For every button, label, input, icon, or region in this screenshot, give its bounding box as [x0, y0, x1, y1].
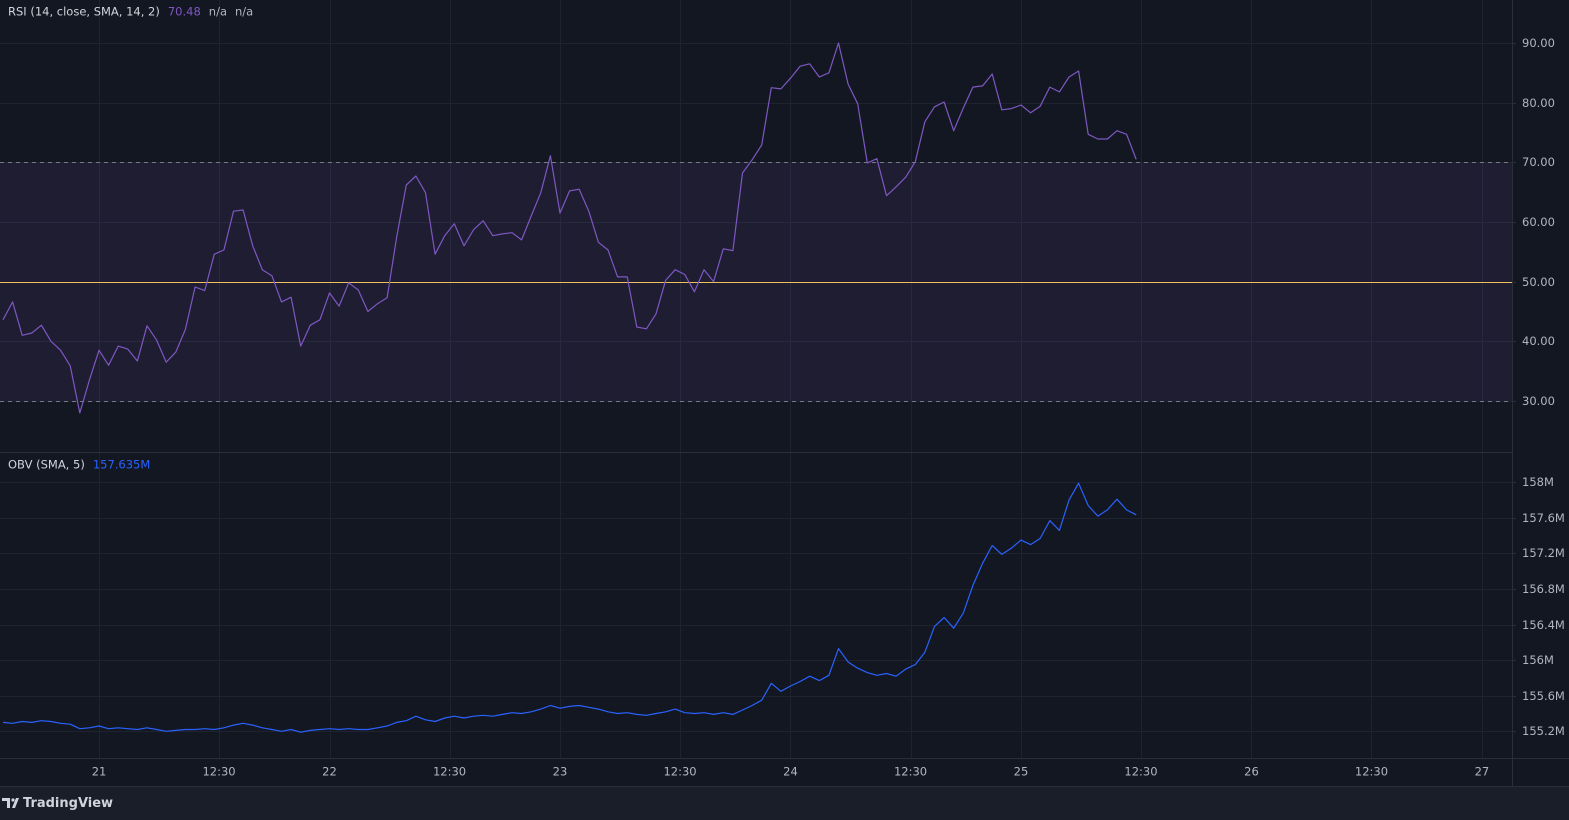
y-tick-label: 40.00 [1522, 334, 1555, 348]
x-tick-label: 22 [322, 765, 337, 779]
x-tick-label: 23 [553, 765, 568, 779]
x-tick-label: 12:30 [894, 765, 927, 779]
x-tick-label: 27 [1475, 765, 1490, 779]
x-tick-label: 12:30 [433, 765, 466, 779]
x-tick-label: 21 [92, 765, 107, 779]
x-tick-label: 12:30 [1124, 765, 1157, 779]
y-tick-label: 156M [1522, 653, 1554, 667]
y-tick-label: 80.00 [1522, 96, 1555, 110]
y-tick-label: 30.00 [1522, 394, 1555, 408]
y-tick-label: 157.2M [1522, 546, 1565, 560]
indicator-value: n/a [209, 5, 227, 19]
logo: TradingView [2, 796, 113, 811]
x-tick-label: 12:30 [1355, 765, 1388, 779]
logo-dot [11, 798, 15, 802]
logo-icon [2, 798, 19, 808]
x-tick-label: 12:30 [202, 765, 235, 779]
x-tick-label: 26 [1244, 765, 1259, 779]
y-tick-label: 157.6M [1522, 511, 1565, 525]
y-tick-label: 156.8M [1522, 582, 1565, 596]
indicator-title: RSI (14, close, SMA, 14, 2) [8, 5, 160, 19]
x-tick-label: 12:30 [663, 765, 696, 779]
background [0, 0, 1569, 787]
y-tick-label: 155.2M [1522, 724, 1565, 738]
series-line [2, 42, 1137, 414]
indicator-title: OBV (SMA, 5) [8, 458, 85, 472]
x-tick-label: 25 [1014, 765, 1029, 779]
indicator-value: 70.48 [168, 5, 201, 19]
y-tick-label: 90.00 [1522, 36, 1555, 50]
y-tick-label: 70.00 [1522, 155, 1555, 169]
y-tick-label: 60.00 [1522, 215, 1555, 229]
y-tick-label: 155.6M [1522, 689, 1565, 703]
plot-layer: 30.00 40.00 50.00 60.00 70.00 80.00 90.00 RSI (… [0, 0, 1565, 779]
series-line [2, 482, 1137, 733]
y-tick-label: 158M [1522, 475, 1554, 489]
brand: TradingView [23, 796, 113, 811]
indicator-value: n/a [235, 5, 253, 19]
x-tick-label: 24 [783, 765, 798, 779]
y-tick-label: 50.00 [1522, 275, 1555, 289]
rsi-band [0, 162, 1512, 401]
footer-bar [0, 787, 1569, 820]
y-tick-label: 156.4M [1522, 618, 1565, 632]
indicator-value: 157.635M [93, 458, 150, 472]
